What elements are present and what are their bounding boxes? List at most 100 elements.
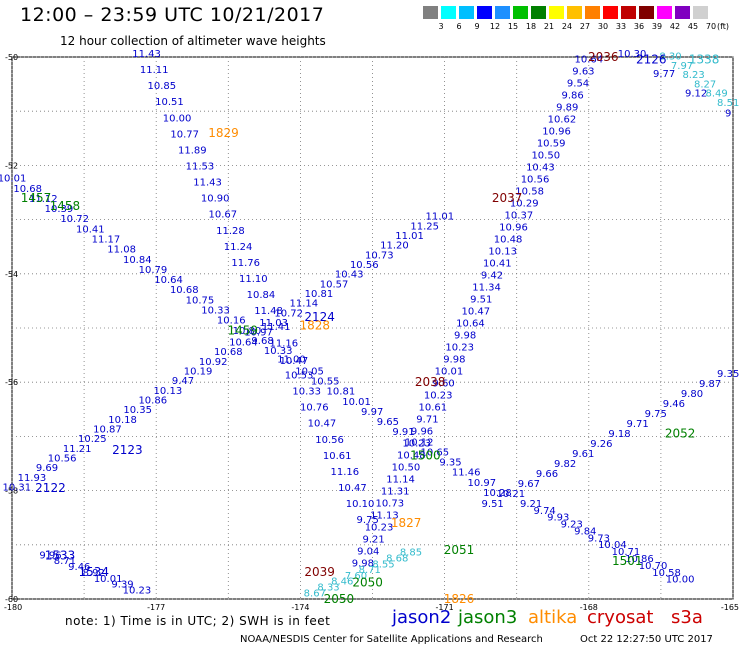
wave-height-value: 10.35 bbox=[123, 405, 152, 416]
wave-height-value: 10.55 bbox=[311, 376, 340, 387]
wave-height-value: 9.86 bbox=[562, 90, 584, 101]
wave-height-value: 10.81 bbox=[327, 387, 356, 398]
colorbar-swatch bbox=[513, 6, 528, 19]
wave-height-value: 8.67 bbox=[304, 588, 326, 599]
wave-height-value: 10.48 bbox=[397, 450, 426, 461]
wave-height-value: 8.23 bbox=[682, 70, 704, 81]
pass-label: 1533 bbox=[45, 549, 76, 563]
lat-tick-label: -50 bbox=[5, 53, 18, 62]
wave-height-value: 9.26 bbox=[590, 439, 612, 450]
wave-height-value: 10.64 bbox=[229, 337, 258, 348]
wave-height-value: 9.75 bbox=[645, 409, 667, 420]
wave-height-value: 8.33 bbox=[317, 582, 339, 593]
wave-height-value: 10.72 bbox=[60, 214, 89, 225]
wave-height-value: 10.68 bbox=[13, 184, 42, 195]
wave-height-value: 11.16 bbox=[330, 467, 359, 478]
wave-height-value: 10.33 bbox=[201, 305, 230, 316]
wave-height-value: 10.00 bbox=[666, 575, 695, 586]
wave-height-value: 10.01 bbox=[94, 574, 123, 585]
wave-height-value: 10.56 bbox=[350, 260, 379, 271]
colorbar-tick: 3 bbox=[438, 22, 444, 31]
colorbar-tick: 30 bbox=[597, 22, 609, 31]
pass-label: 2122 bbox=[35, 481, 66, 495]
legend-altika: altika bbox=[528, 607, 578, 628]
lat-tick-label: -58 bbox=[5, 487, 18, 496]
wave-height-value: 10.48 bbox=[494, 234, 523, 245]
colorbar-swatch bbox=[693, 6, 708, 19]
wave-height-value: 10.13 bbox=[488, 246, 517, 257]
wave-height-value: 10.64 bbox=[154, 275, 183, 286]
wave-height-value: 7.97 bbox=[671, 61, 693, 72]
colorbar-swatch bbox=[423, 6, 438, 19]
wave-height-value: 11.03 bbox=[259, 318, 288, 329]
wave-height-colorbar: 3 6 9 12 15 18 21 24 27 30 33 36 39 42 45 70 (ft) bbox=[423, 6, 740, 36]
wave-height-value: 10.33 bbox=[292, 387, 321, 398]
wave-height-value: 8.92 bbox=[83, 568, 105, 579]
wave-height-value: 8.27 bbox=[694, 79, 716, 90]
pass-label: 1459 bbox=[227, 324, 258, 338]
wave-height-value: 9.46 bbox=[68, 562, 90, 573]
pass-label: 2052 bbox=[665, 427, 696, 441]
lat-tick-label: -54 bbox=[5, 270, 18, 279]
wave-height-value: 9.39 bbox=[111, 580, 133, 591]
wave-height-value: 10.96 bbox=[542, 126, 571, 137]
wave-height-value: 9.46 bbox=[663, 399, 685, 410]
wave-height-value: 11.48 bbox=[254, 306, 283, 317]
wave-height-value: 9.87 bbox=[699, 379, 721, 390]
wave-height-value: 11.01 bbox=[395, 231, 424, 242]
colorbar-tick: 33 bbox=[615, 22, 627, 31]
pass-label: 1501 bbox=[612, 554, 643, 568]
wave-height-value: 10.85 bbox=[148, 81, 177, 92]
wave-height-value: 8.30 bbox=[659, 52, 681, 63]
wave-height-value: 10.01 bbox=[342, 397, 371, 408]
wave-height-value: 11.13 bbox=[370, 510, 399, 521]
legend-cryosat: cryosat bbox=[587, 607, 654, 628]
wave-height-value: 10.56 bbox=[521, 174, 550, 185]
wave-height-value: 10.73 bbox=[375, 498, 404, 509]
wave-height-value: 10.61 bbox=[418, 402, 447, 413]
wave-height-value: 10.39 bbox=[45, 204, 74, 215]
wave-height-value: 11.76 bbox=[231, 258, 260, 269]
wave-height-value: 11.53 bbox=[186, 162, 215, 173]
pass-label: 2123 bbox=[112, 443, 143, 457]
wave-height-value: 10.41 bbox=[483, 258, 512, 269]
wave-height-value: 10.97 bbox=[244, 328, 273, 339]
lon-tick-label: -168 bbox=[580, 603, 598, 612]
wave-height-value: 10.47 bbox=[462, 306, 491, 317]
wave-height-value: 10.57 bbox=[320, 279, 349, 290]
wave-height-value: 10.56 bbox=[315, 435, 344, 446]
wave-height-value: 11.24 bbox=[224, 242, 253, 253]
wave-height-value: 9.77 bbox=[653, 69, 675, 80]
wave-height-value: 10.47 bbox=[338, 483, 367, 494]
wave-height-value: 10.86 bbox=[625, 554, 654, 565]
pass-label: 2036 bbox=[588, 50, 619, 64]
wave-height-value: 10.10 bbox=[346, 499, 375, 510]
wave-height-value: 10.84 bbox=[247, 290, 276, 301]
legend-jason3: jason3 bbox=[458, 607, 518, 628]
colorbar-tick: 36 bbox=[633, 22, 645, 31]
wave-height-value: 9.63 bbox=[572, 66, 594, 77]
wave-height-value: 11.08 bbox=[107, 245, 136, 256]
wave-height-value: 10.21 bbox=[496, 489, 525, 500]
wave-height-value: 9.47 bbox=[172, 376, 194, 387]
wave-height-value: 10.68 bbox=[170, 285, 199, 296]
wave-height-value: 11.93 bbox=[18, 473, 47, 484]
wave-height-value: 10.51 bbox=[155, 97, 184, 108]
pass-label: 1829 bbox=[208, 126, 239, 140]
wave-height-value: 11.16 bbox=[270, 338, 299, 349]
wave-height-value: 10.31 bbox=[2, 483, 31, 494]
colorbar-swatch bbox=[567, 6, 582, 19]
wave-height-value: 11.41 bbox=[262, 322, 291, 333]
wave-height-value: 10.81 bbox=[305, 289, 334, 300]
wave-height-value: 10.67 bbox=[209, 210, 238, 221]
wave-height-value: 9.98 bbox=[352, 558, 374, 569]
wave-height-value: 10.00 bbox=[163, 113, 192, 124]
pass-label: 2038 bbox=[415, 375, 446, 389]
lon-tick-label: -180 bbox=[4, 603, 22, 612]
wave-height-value: 9.82 bbox=[554, 459, 576, 470]
wave-height-value: 10.41 bbox=[76, 224, 105, 235]
pass-label: 2126 bbox=[636, 53, 667, 67]
wave-height-value: 9.67 bbox=[518, 479, 540, 490]
wave-height-value: 11.20 bbox=[380, 241, 409, 252]
